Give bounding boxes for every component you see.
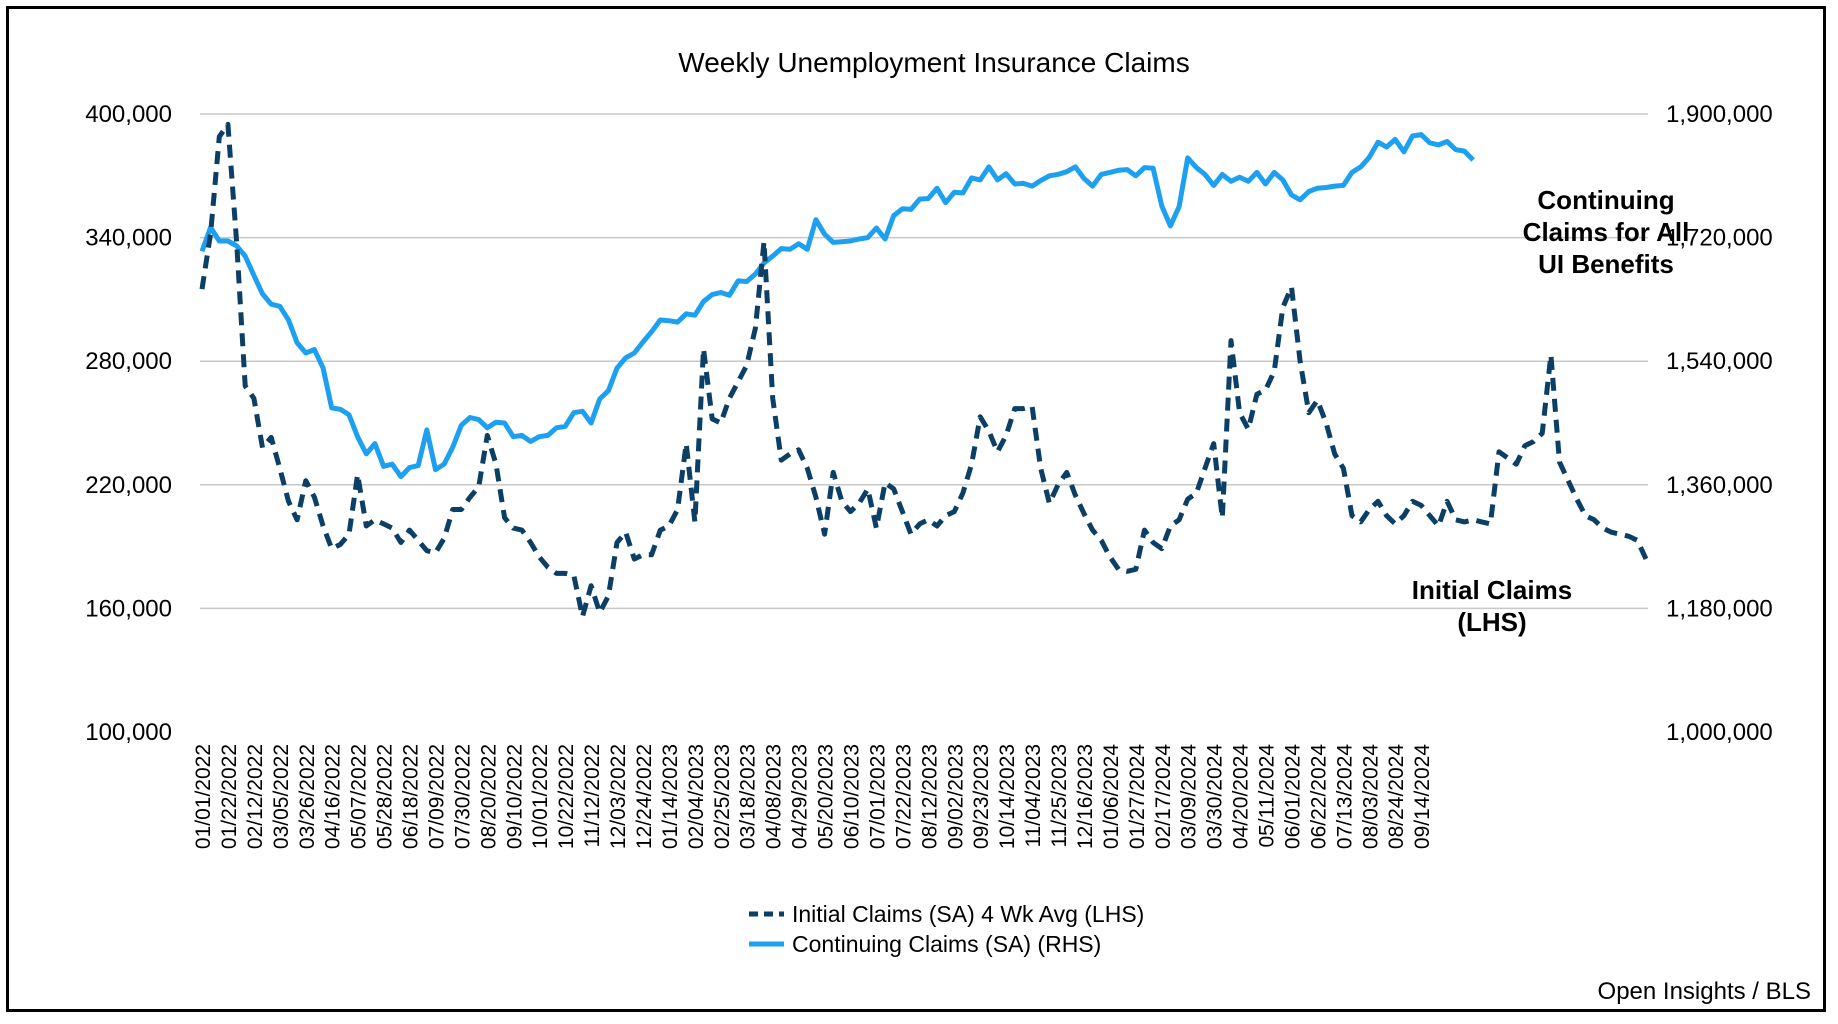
x-axis-tick-label: 04/16/2022	[322, 744, 345, 849]
x-axis-tick-label: 09/10/2022	[503, 744, 526, 849]
left-axis-tick-label: 220,000	[85, 472, 172, 499]
series-line-continuing-claims	[199, 132, 1475, 480]
right-axis-tick-label: 1,000,000	[1666, 719, 1773, 746]
x-axis-tick-label: 02/04/2023	[685, 744, 708, 849]
x-axis-tick-label: 10/14/2023	[996, 744, 1019, 849]
series-line-initial-claims	[199, 121, 1649, 620]
x-axis-tick-label: 06/18/2022	[400, 744, 423, 849]
x-axis-tick-label: 01/06/2024	[1100, 744, 1123, 849]
x-axis-tick-label: 06/01/2024	[1281, 744, 1304, 849]
x-axis-tick-label: 02/17/2024	[1152, 744, 1175, 849]
x-axis-tick-label: 03/05/2022	[270, 744, 293, 849]
series-lines	[199, 121, 1649, 620]
right-axis-tick-label: 1,180,000	[1666, 595, 1773, 622]
chart-title: Weekly Unemployment Insurance Claims	[678, 47, 1189, 78]
x-axis-tick-label: 01/22/2022	[218, 744, 241, 849]
x-axis-tick-label: 11/25/2023	[1048, 744, 1071, 848]
x-axis-tick-label: 03/18/2023	[737, 744, 760, 849]
x-axis-tick-label: 01/27/2024	[1126, 744, 1149, 849]
x-axis-tick-label: 09/14/2024	[1411, 744, 1434, 849]
x-axis-tick-label: 05/11/2024	[1256, 744, 1279, 848]
x-axis-tick-label: 04/20/2024	[1230, 744, 1253, 849]
x-axis-tick-label: 07/30/2022	[451, 744, 474, 849]
annotation-initial-line-1: Initial Claims	[1412, 575, 1572, 605]
right-axis-tick-label: 1,360,000	[1666, 472, 1773, 499]
x-axis-tick-label: 12/03/2022	[607, 744, 630, 849]
left-axis-ticks: 100,000 160,000 220,000 280,000 340,000 400,0…	[85, 101, 172, 746]
x-axis-tick-label: 10/01/2022	[529, 744, 552, 849]
x-axis-tick-label: 05/07/2022	[348, 744, 371, 849]
annotation-continuing-line-1: Continuing	[1537, 185, 1674, 215]
x-axis-tick-label: 12/16/2023	[1074, 744, 1097, 849]
x-axis-tick-label: 08/03/2024	[1359, 744, 1382, 849]
x-axis-tick-label: 11/04/2023	[1022, 744, 1045, 848]
right-axis-tick-label: 1,720,000	[1666, 225, 1773, 252]
chart-frame: 100,000 160,000 220,000 280,000 340,000 400,0…	[6, 6, 1826, 1012]
x-axis-tick-label: 07/22/2023	[892, 744, 915, 849]
right-axis-tick-label: 1,900,000	[1666, 101, 1773, 128]
x-axis-tick-label: 02/12/2022	[244, 744, 267, 849]
x-axis-tick-label: 07/01/2023	[866, 744, 889, 849]
x-axis-tick-label: 09/23/2023	[970, 744, 993, 849]
continuing-claims-annotation: Continuing Claims for All UI Benefits	[1523, 185, 1690, 279]
x-axis-tick-label: 06/22/2024	[1307, 744, 1330, 849]
x-axis-tick-label: 08/24/2024	[1385, 744, 1408, 849]
chart-canvas: 100,000 160,000 220,000 280,000 340,000 400,0…	[85, 47, 1811, 1005]
x-axis-tick-label: 07/13/2024	[1333, 744, 1356, 849]
initial-claims-annotation: Initial Claims (LHS)	[1412, 575, 1572, 637]
left-axis-tick-label: 100,000	[85, 719, 172, 746]
annotation-initial-line-2: (LHS)	[1457, 607, 1526, 637]
x-axis-tick-label: 08/12/2023	[918, 744, 941, 849]
x-axis-tick-label: 07/09/2022	[425, 744, 448, 849]
x-axis-ticks: 01/01/2022 01/22/2022 02/12/2022 03/05/2022…	[192, 744, 1434, 849]
x-axis-tick-label: 06/10/2023	[841, 744, 864, 849]
legend-label-continuing: Continuing Claims (SA) (RHS)	[792, 931, 1101, 957]
legend: Initial Claims (SA) 4 Wk Avg (LHS) Conti…	[749, 901, 1144, 957]
gridlines	[200, 113, 1648, 610]
x-axis-tick-label: 03/09/2024	[1178, 744, 1201, 849]
x-axis-tick-label: 02/25/2023	[711, 744, 734, 849]
x-axis-tick-label: 05/28/2022	[374, 744, 397, 849]
x-axis-tick-label: 08/20/2022	[477, 744, 500, 849]
x-axis-tick-label: 10/22/2022	[555, 744, 578, 849]
x-axis-tick-label: 03/30/2024	[1204, 744, 1227, 849]
x-axis-tick-label: 05/20/2023	[815, 744, 838, 849]
left-axis-tick-label: 400,000	[85, 101, 172, 128]
x-axis-tick-label: 01/14/2023	[659, 744, 682, 849]
source-credit: Open Insights / BLS	[1598, 978, 1811, 1005]
x-axis-tick-label: 03/26/2022	[296, 744, 319, 849]
annotation-continuing-line-2: Claims for All	[1523, 217, 1690, 247]
x-axis-tick-label: 04/08/2023	[763, 744, 786, 849]
x-axis-tick-label: 04/29/2023	[789, 744, 812, 849]
left-axis-tick-label: 160,000	[85, 595, 172, 622]
left-axis-tick-label: 280,000	[85, 348, 172, 375]
right-axis-tick-label: 1,540,000	[1666, 348, 1773, 375]
x-axis-tick-label: 11/12/2022	[581, 744, 604, 848]
annotation-continuing-line-3: UI Benefits	[1538, 249, 1674, 279]
right-axis-ticks: 1,000,000 1,180,000 1,360,000 1,540,000 1,72…	[1666, 101, 1773, 746]
x-axis-tick-label: 12/24/2022	[633, 744, 656, 849]
left-axis-tick-label: 340,000	[85, 225, 172, 252]
x-axis-tick-label: 01/01/2022	[192, 744, 215, 849]
x-axis-tick-label: 09/02/2023	[944, 744, 967, 849]
legend-label-initial: Initial Claims (SA) 4 Wk Avg (LHS)	[792, 901, 1144, 927]
